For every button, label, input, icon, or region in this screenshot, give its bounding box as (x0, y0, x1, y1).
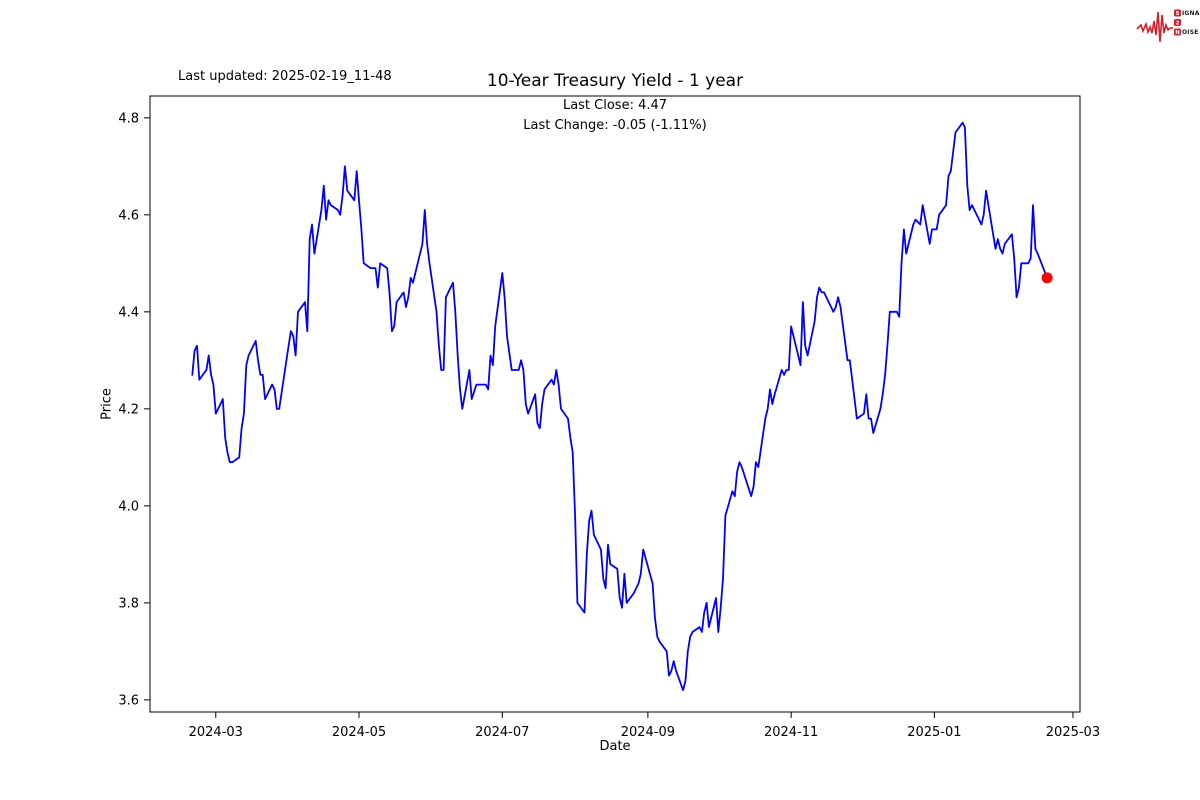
x-tick-label: 2025-01 (907, 725, 961, 740)
last-close-marker (1041, 272, 1053, 284)
y-tick-label: 3.6 (118, 693, 139, 708)
y-tick-label: 4.8 (118, 111, 139, 126)
x-tick-label: 2024-07 (475, 725, 529, 740)
x-tick-label: 2025-03 (1046, 725, 1100, 740)
y-tick-label: 4.2 (118, 402, 139, 417)
x-tick-label: 2024-05 (332, 725, 386, 740)
svg-text:N: N (1175, 30, 1180, 36)
y-tick-label: 3.8 (118, 596, 139, 611)
price-line-series (191, 121, 1048, 692)
x-tick-label: 2024-11 (764, 725, 818, 740)
y-tick-label: 4.4 (118, 305, 139, 320)
x-axis-ticks: 2024-03 2024-05 2024-07 2024-09 2024-11 2025-… (189, 712, 1100, 740)
logo-text: S IGNAL 2 N OISE (1174, 9, 1200, 36)
x-axis-label: Date (599, 739, 631, 754)
svg-text:IGNAL: IGNAL (1182, 10, 1200, 17)
x-tick-label: 2024-03 (189, 725, 243, 740)
plot-border (149, 95, 1081, 713)
chart-title: 10-Year Treasury Yield - 1 year (486, 71, 744, 91)
signal2noise-logo: S IGNAL 2 N OISE (1136, 9, 1200, 43)
svg-text:OISE: OISE (1182, 29, 1199, 36)
y-tick-label: 4.6 (118, 208, 139, 223)
y-axis-ticks: 4.8 4.6 4.4 4.2 4.0 3.8 3.6 (118, 111, 150, 708)
svg-text:2: 2 (1176, 21, 1180, 27)
chart-subtitle: Last Close: 4.47 Last Change: -0.05 (-1.… (523, 96, 706, 136)
svg-text:S: S (1176, 11, 1180, 17)
subtitle-last-close: Last Close: 4.47 (562, 98, 668, 113)
last-updated-label: Last updated: 2025-02-19_11-48 (178, 69, 392, 84)
subtitle-last-change: Last Change: -0.05 (-1.11%) (523, 118, 707, 133)
x-tick-label: 2024-09 (621, 725, 675, 740)
ekg-waveform-icon (1136, 11, 1173, 43)
y-tick-label: 4.0 (118, 499, 139, 514)
